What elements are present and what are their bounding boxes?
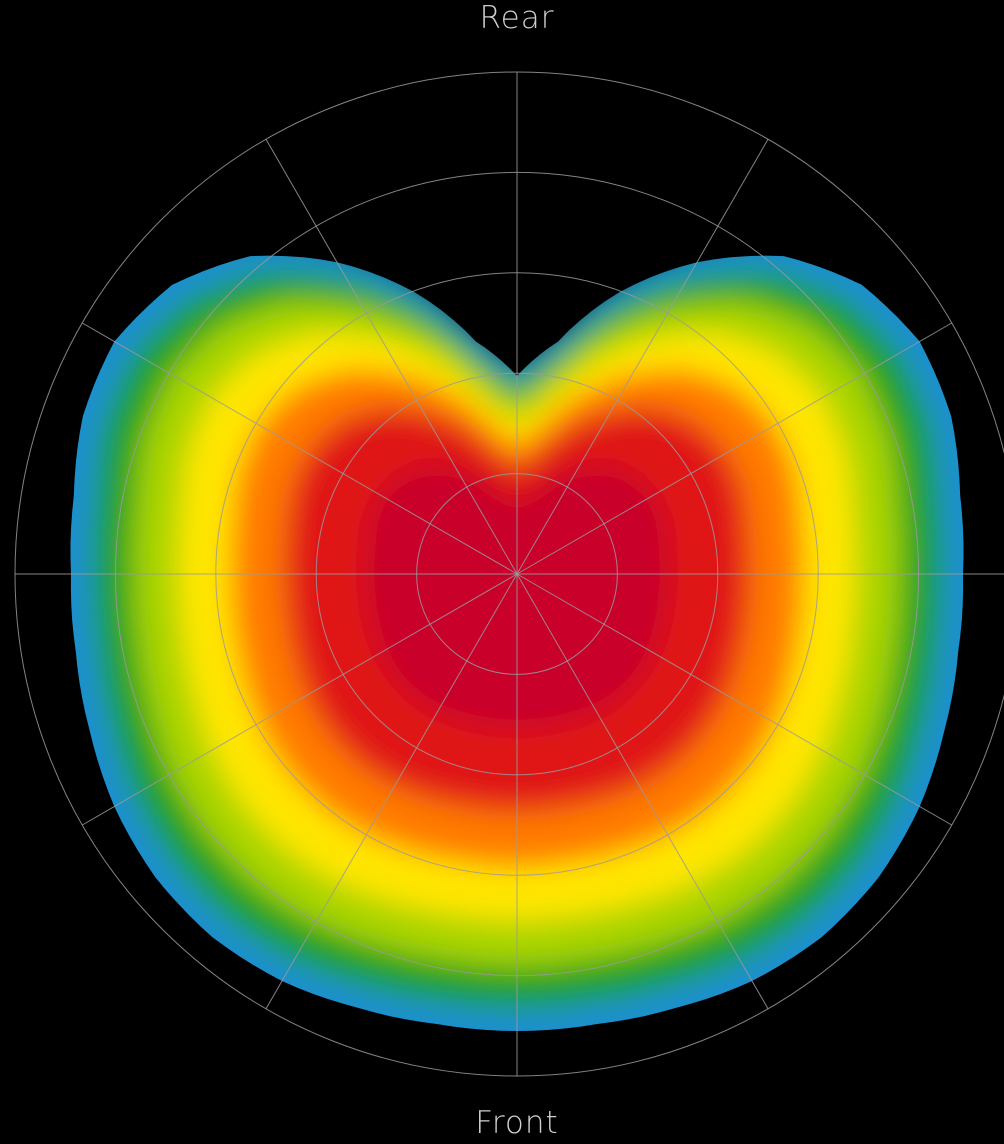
grid-spoke-4 xyxy=(516,573,952,826)
grid-spoke-7 xyxy=(265,573,518,1009)
grid-spoke-11 xyxy=(265,139,518,575)
grid-spoke-10 xyxy=(82,322,518,575)
grid-spoke-1 xyxy=(516,139,769,575)
front-label: Front xyxy=(475,1105,559,1141)
grid-spoke-5 xyxy=(516,573,769,1009)
rear-label: Rear xyxy=(479,0,555,36)
grid-spoke-2 xyxy=(516,322,952,575)
grid-spoke-8 xyxy=(82,573,518,826)
